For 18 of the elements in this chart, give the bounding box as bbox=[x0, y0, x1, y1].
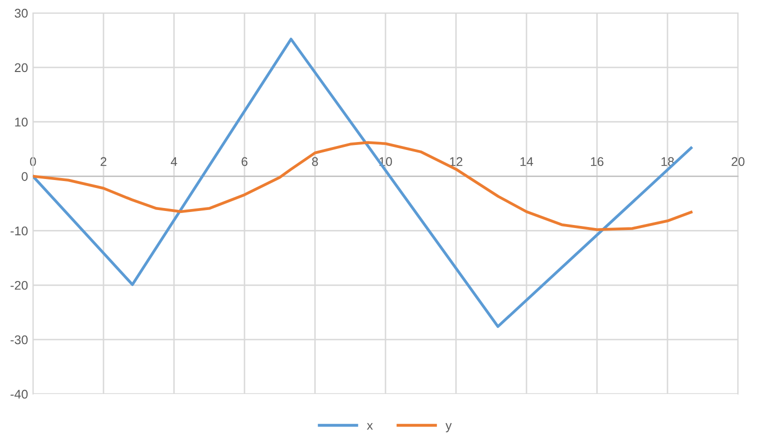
x-tick-label: 12 bbox=[450, 157, 462, 166]
y-tick-label: 10 bbox=[15, 118, 28, 127]
legend-label: x bbox=[366, 423, 373, 430]
x-tick-label: 20 bbox=[732, 157, 744, 166]
y-tick-label: 30 bbox=[14, 8, 28, 18]
y-tick-label: 20 bbox=[14, 63, 28, 72]
y-tick-label: -10 bbox=[10, 226, 28, 236]
x-tick-label: 16 bbox=[591, 157, 604, 166]
legend-label: y bbox=[446, 423, 452, 432]
x-tick-label: 6 bbox=[242, 157, 248, 166]
x-tick-label: 4 bbox=[170, 157, 178, 166]
x-tick-label: 2 bbox=[100, 157, 106, 166]
x-tick-label: 8 bbox=[312, 157, 318, 166]
y-tick-label: -30 bbox=[10, 335, 28, 344]
y-tick-label: 0 bbox=[22, 172, 28, 181]
y-tick-label: -40 bbox=[10, 390, 28, 399]
x-tick-label: 14 bbox=[520, 157, 534, 166]
y-tick-label: -20 bbox=[10, 280, 28, 290]
